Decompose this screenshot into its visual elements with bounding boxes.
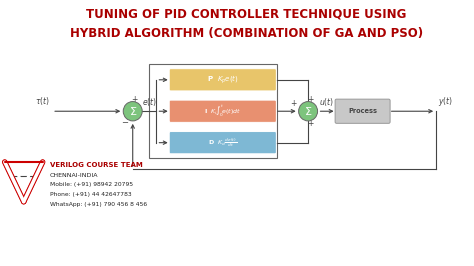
Text: +: + (307, 95, 313, 104)
Text: +: + (290, 99, 296, 108)
Text: Mobile: (+91) 98942 20795: Mobile: (+91) 98942 20795 (50, 182, 133, 187)
Text: +: + (307, 119, 313, 128)
Text: $e(t)$: $e(t)$ (142, 96, 157, 108)
Text: Phone: (+91) 44 42647783: Phone: (+91) 44 42647783 (50, 192, 131, 197)
Text: D  $K_d\frac{de(t)}{dt}$: D $K_d\frac{de(t)}{dt}$ (208, 136, 237, 149)
Text: WhatsApp: (+91) 790 456 8 456: WhatsApp: (+91) 790 456 8 456 (50, 202, 147, 207)
Text: Process: Process (348, 108, 377, 114)
FancyBboxPatch shape (169, 100, 276, 122)
Text: CHENNAI-INDIA: CHENNAI-INDIA (50, 173, 98, 178)
FancyBboxPatch shape (169, 132, 276, 154)
FancyBboxPatch shape (169, 69, 276, 91)
Circle shape (123, 102, 142, 121)
Text: I  $K_i\!\int_0^t\!e(t)dt$: I $K_i\!\int_0^t\!e(t)dt$ (204, 103, 241, 119)
Text: $y(t)$: $y(t)$ (438, 95, 454, 108)
Text: HYBRID ALGORITHM (COMBINATION OF GA AND PSO): HYBRID ALGORITHM (COMBINATION OF GA AND … (70, 27, 423, 40)
Circle shape (299, 102, 318, 121)
Text: $u(t)$: $u(t)$ (319, 96, 335, 108)
Bar (149, 64, 277, 158)
Text: $\Sigma$: $\Sigma$ (304, 105, 312, 117)
Text: $\Sigma$: $\Sigma$ (128, 105, 137, 117)
FancyBboxPatch shape (335, 99, 390, 123)
Text: VERILOG COURSE TEAM: VERILOG COURSE TEAM (50, 162, 143, 168)
Text: −: − (121, 118, 128, 127)
Text: +: + (131, 95, 138, 105)
Text: TUNING OF PID CONTROLLER TECHNIQUE USING: TUNING OF PID CONTROLLER TECHNIQUE USING (86, 7, 407, 20)
Text: P  $K_p e(t)$: P $K_p e(t)$ (207, 74, 239, 86)
Text: $\tau(t)$: $\tau(t)$ (35, 95, 50, 107)
